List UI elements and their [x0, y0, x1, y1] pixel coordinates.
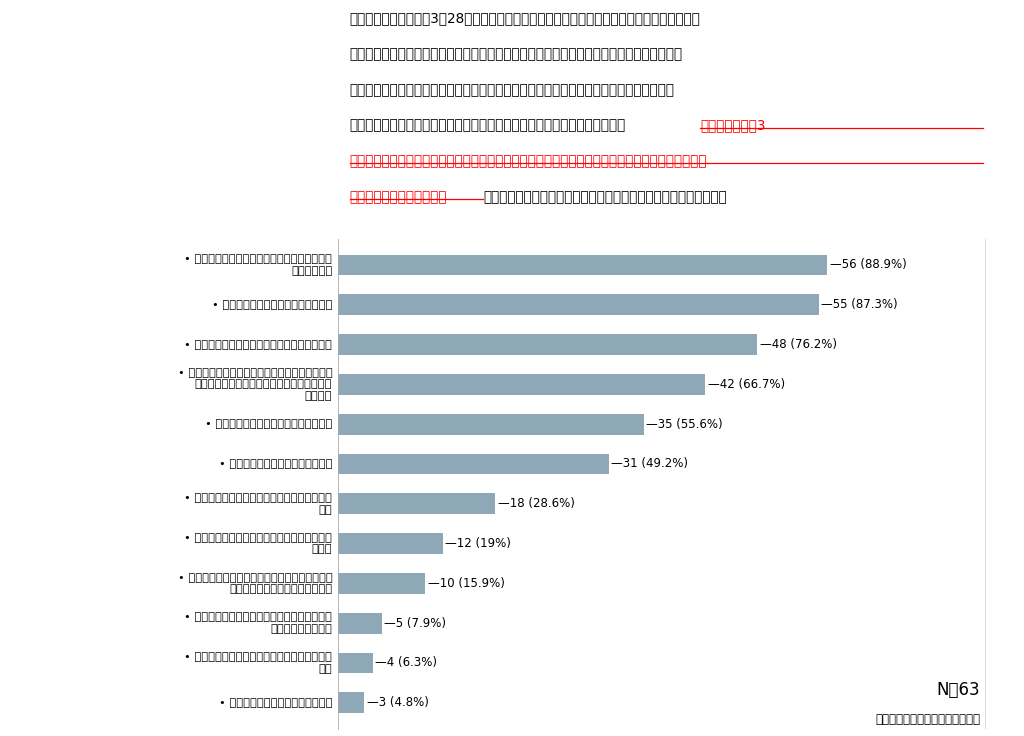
Text: —42 (66.7%): —42 (66.7%) [708, 378, 784, 391]
Text: を思い出し，　当てはまるものをすべて選んで下さい（複数回答）: を思い出し， 当てはまるものをすべて選んで下さい（複数回答） [483, 190, 727, 204]
Text: —31 (49.2%): —31 (49.2%) [611, 458, 688, 470]
Bar [338, 493, 496, 514]
Text: 調査対象：山梨大学工学部一年生: 調査対象：山梨大学工学部一年生 [876, 713, 980, 726]
Text: —12 (19%): —12 (19%) [445, 537, 511, 550]
Bar [338, 453, 609, 474]
Text: —5 (7.9%): —5 (7.9%) [384, 617, 446, 630]
Text: N＝63: N＝63 [937, 682, 980, 699]
Bar [338, 294, 818, 315]
Bar [338, 693, 365, 713]
Text: —35 (55.6%): —35 (55.6%) [646, 417, 723, 431]
Text: をどのように理解したのか: をどのように理解したのか [350, 190, 447, 204]
Text: —10 (15.9%): —10 (15.9%) [428, 577, 505, 590]
Text: 「３つの条件がそろう場所がクラスター（集団）発生のリスクが高い！」とされています．: 「３つの条件がそろう場所がクラスター（集団）発生のリスクが高い！」とされています… [350, 47, 683, 61]
Bar [338, 533, 442, 554]
Text: 月中旬から下旬頃，　この呼びかけをはじめて聞いたとき，　あなた個人として，　この呼びかけ: 月中旬から下旬頃， この呼びかけをはじめて聞いたとき， あなた個人として， この… [350, 155, 708, 169]
Text: —55 (87.3%): —55 (87.3%) [821, 298, 898, 311]
Bar [338, 374, 705, 394]
Bar [338, 255, 827, 275]
Text: しょう」という呼びかけが政府やメディアにより行われました．　そこで，: しょう」という呼びかけが政府やメディアにより行われました． そこで， [350, 118, 626, 132]
Bar [338, 613, 382, 634]
Text: このチラシは，政府が3月28日に公表した新型コロナウイルスの集団発生防止のチラシです．: このチラシは，政府が3月28日に公表した新型コロナウイルスの集団発生防止のチラシ… [350, 12, 700, 26]
Text: 「当時」つまり3: 「当時」つまり3 [700, 118, 766, 132]
Text: —18 (28.6%): —18 (28.6%) [498, 498, 574, 510]
Bar [338, 573, 425, 594]
Text: —56 (88.9%): —56 (88.9%) [829, 258, 906, 272]
Text: —3 (4.8%): —3 (4.8%) [367, 696, 429, 710]
Text: —4 (6.3%): —4 (6.3%) [376, 657, 437, 670]
Text: —48 (76.2%): —48 (76.2%) [760, 338, 837, 351]
Bar [338, 653, 373, 673]
Bar [338, 414, 644, 434]
Text: 新型コロナウイルスの感染拡大が問題となった３月中旬から下旬頃，「３つの密を避けま: 新型コロナウイルスの感染拡大が問題となった３月中旬から下旬頃，「３つの密を避けま [350, 83, 675, 97]
Bar [338, 334, 758, 355]
